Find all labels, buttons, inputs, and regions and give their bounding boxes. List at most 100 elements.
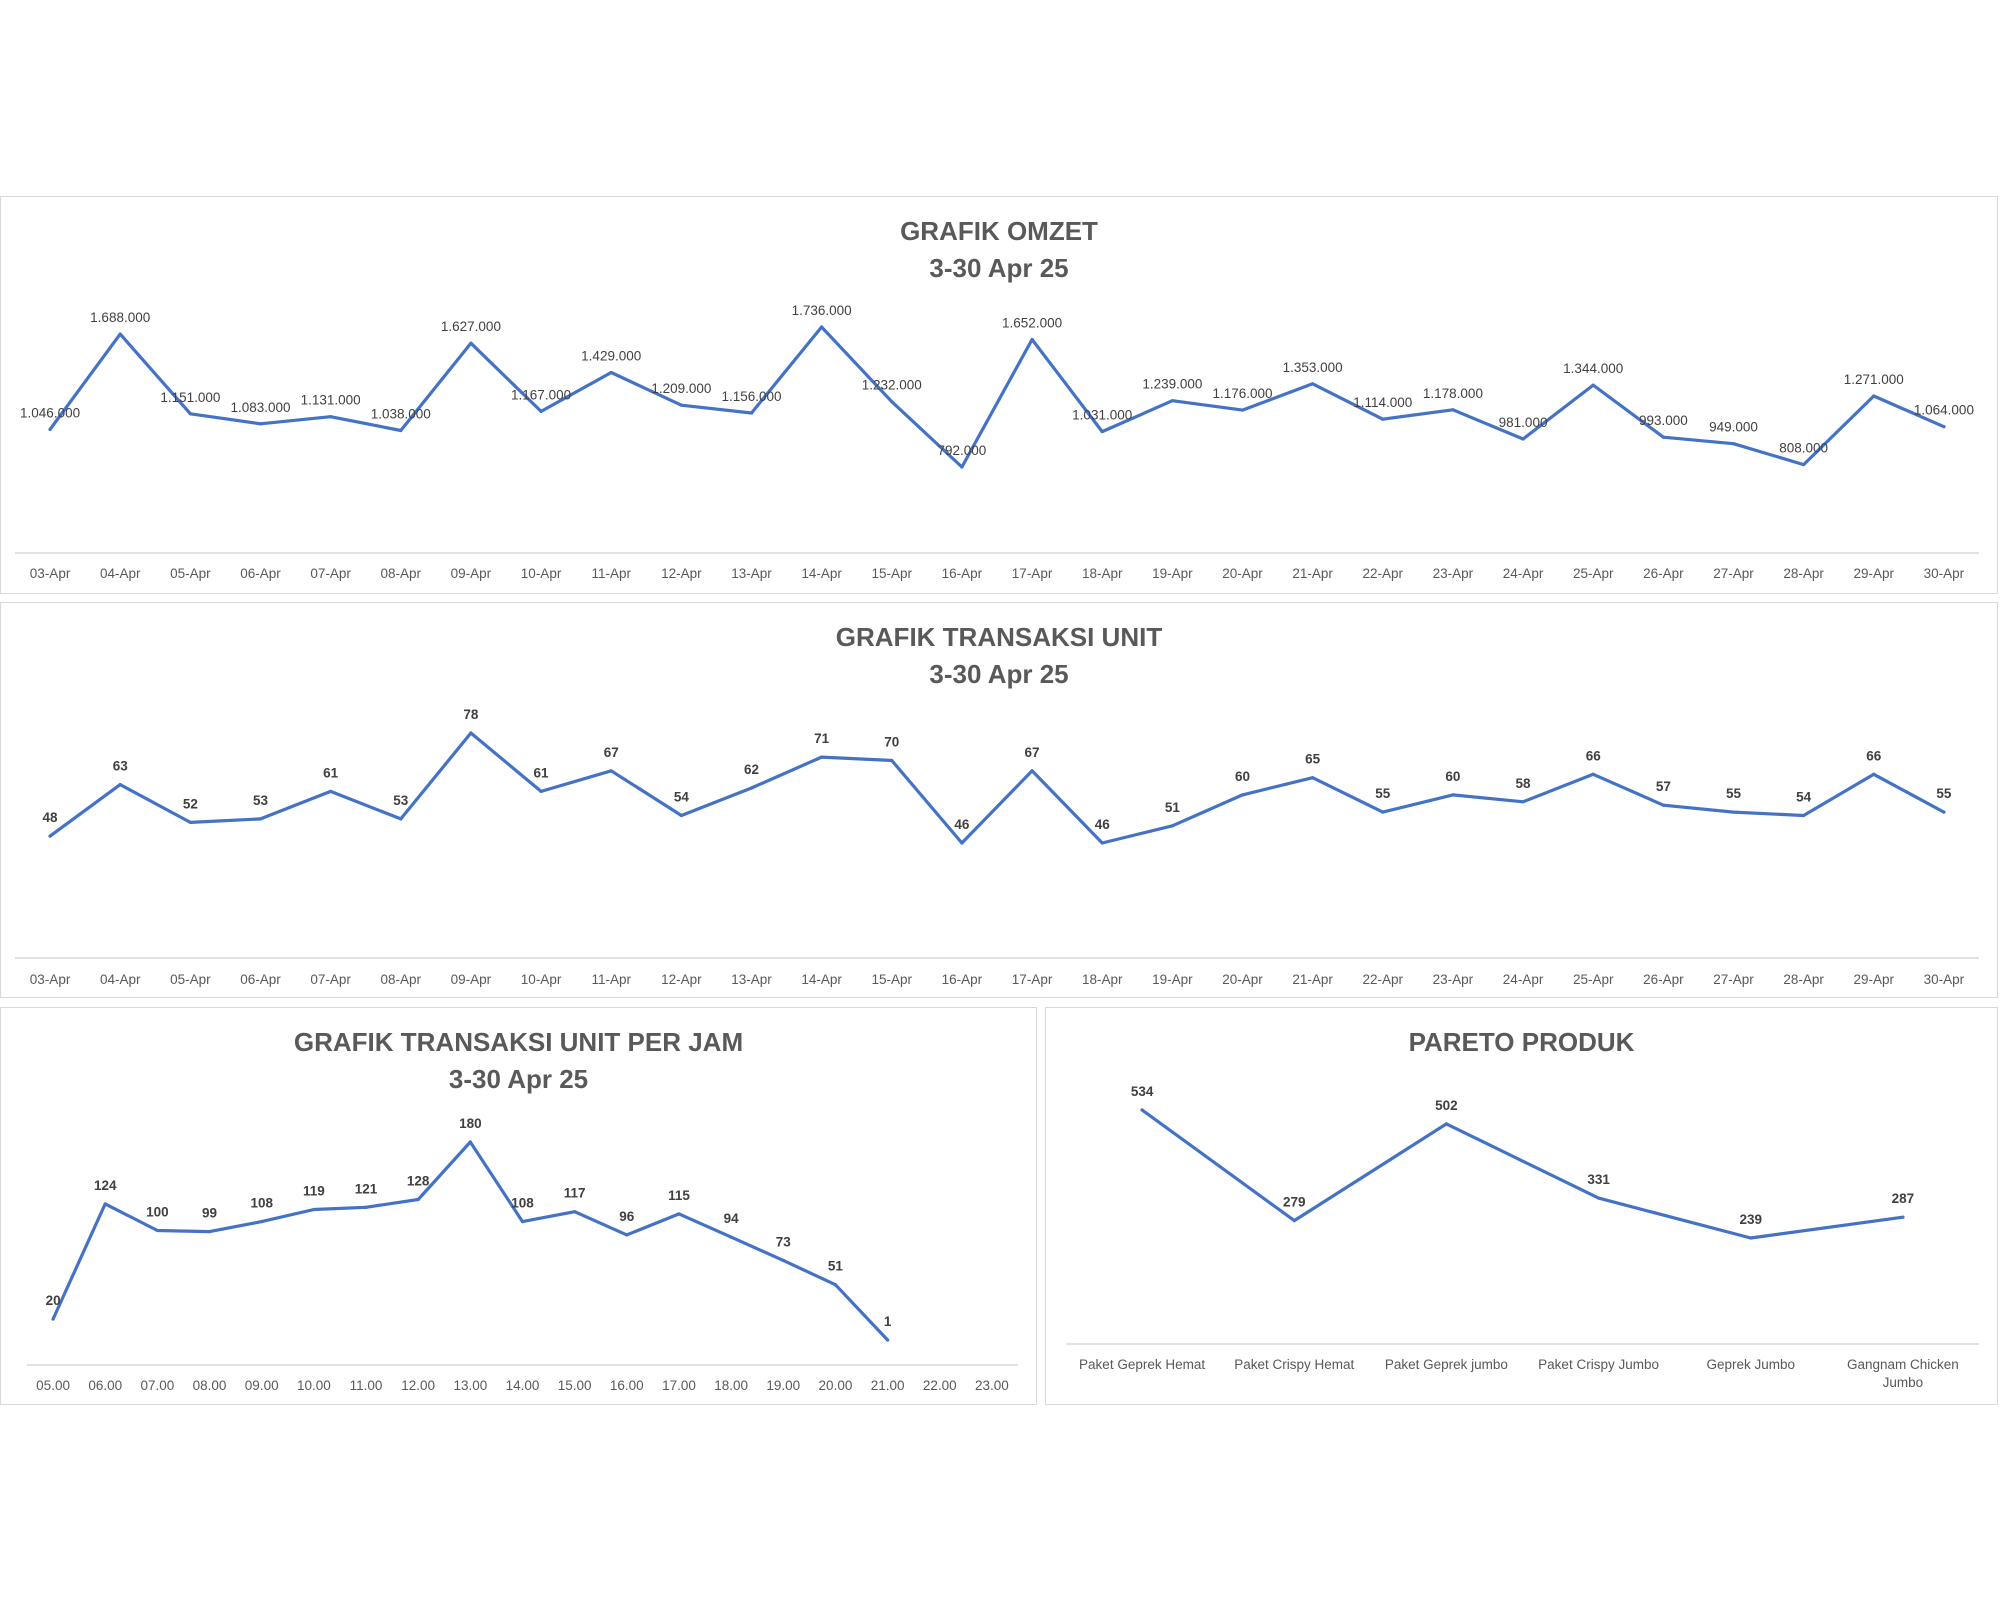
data-label: 1.736.000	[792, 303, 852, 318]
x-tick-label: 25-Apr	[1573, 566, 1614, 581]
data-label: 128	[407, 1174, 430, 1189]
x-tick-label: 21.00	[871, 1378, 905, 1393]
data-label: 46	[954, 817, 970, 832]
x-tick-label: 28-Apr	[1783, 972, 1824, 987]
x-tick-label: 14.00	[506, 1378, 540, 1393]
x-tick-label: 23-Apr	[1433, 972, 1474, 987]
data-point	[1661, 435, 1665, 439]
data-point	[1802, 813, 1806, 818]
data-point	[1749, 1236, 1753, 1240]
x-tick-label: 09-Apr	[451, 972, 492, 987]
data-label: 1	[884, 1314, 892, 1329]
data-point	[1030, 337, 1034, 342]
jam-chart-panel: GRAFIK TRANSAKSI UNIT PER JAM 3-30 Apr 2…	[0, 1007, 1037, 1405]
x-tick-label: 05-Apr	[170, 566, 211, 581]
series-line	[48, 731, 1946, 845]
x-tick-label: 25-Apr	[1573, 972, 1614, 987]
data-point	[399, 428, 403, 433]
x-tick-label: 16.00	[610, 1378, 644, 1393]
x-tick-label: Paket Crispy Jumbo	[1538, 1357, 1659, 1372]
data-point	[1444, 1122, 1449, 1126]
x-tick-label: 20-Apr	[1222, 972, 1263, 987]
data-label: 502	[1435, 1098, 1458, 1113]
data-point	[103, 1202, 107, 1206]
x-tick-label: 27-Apr	[1713, 566, 1754, 581]
x-tick-label: 07-Apr	[310, 972, 351, 987]
x-tick-label: 18.00	[714, 1378, 748, 1393]
data-point	[539, 409, 543, 413]
data-point	[188, 820, 192, 824]
x-tick-label: 20.00	[819, 1378, 853, 1393]
data-point	[1731, 810, 1736, 814]
data-label: 534	[1131, 1084, 1154, 1099]
x-tick-label: 09-Apr	[451, 566, 492, 581]
data-label: 58	[1516, 776, 1532, 791]
x-tick-label: 11-Apr	[591, 972, 631, 987]
data-label: 1.232.000	[862, 378, 922, 393]
data-point	[364, 1205, 368, 1209]
data-label: 46	[1095, 817, 1111, 832]
x-tick-label: Paket Geprek Hemat	[1079, 1357, 1205, 1372]
x-tick-label: 30-Apr	[1924, 566, 1965, 581]
data-label: 1.167.000	[511, 387, 571, 402]
x-tick-label: 17.00	[662, 1378, 696, 1393]
data-label: 55	[1726, 786, 1742, 801]
data-label: 63	[113, 759, 129, 774]
data-point	[520, 1220, 525, 1224]
data-label: 121	[355, 1181, 378, 1196]
x-tick-label: 06-Apr	[240, 972, 281, 987]
omzet-line-chart: 03-Apr 04-Apr 05-Apr 06-Apr 07-Apr 08-Apr 09-A…	[15, 303, 1979, 581]
data-point	[729, 1235, 733, 1239]
unit-chart-title: GRAFIK TRANSAKSI UNIT 3-30 Apr 25	[1, 619, 1997, 693]
data-label: 331	[1587, 1172, 1610, 1187]
data-point	[960, 465, 964, 469]
data-label: 117	[564, 1186, 586, 1201]
data-point	[677, 1212, 681, 1216]
data-point	[609, 370, 613, 375]
data-label: 96	[619, 1209, 635, 1224]
x-tick-label: Geprek Jumbo	[1706, 1357, 1795, 1372]
data-point	[155, 1228, 159, 1233]
data-point	[1521, 437, 1525, 441]
data-point	[1100, 841, 1104, 845]
data-point	[833, 1283, 838, 1287]
data-point	[749, 411, 754, 415]
x-tick-label: 21-Apr	[1292, 972, 1333, 987]
data-point	[749, 786, 754, 790]
data-point	[416, 1197, 420, 1202]
x-tick-label: 22.00	[923, 1378, 957, 1393]
x-tick-label: 10.00	[297, 1378, 331, 1393]
x-tick-label: 26-Apr	[1643, 972, 1684, 987]
data-label: 993.000	[1639, 413, 1688, 428]
data-point	[1661, 803, 1665, 807]
data-point	[1030, 769, 1034, 773]
data-label: 1.031.000	[1072, 408, 1132, 423]
x-tick-label: 24-Apr	[1503, 566, 1544, 581]
x-tick-label: 10-Apr	[521, 972, 562, 987]
data-point	[329, 789, 333, 794]
data-label: 115	[668, 1188, 690, 1203]
x-tick-label: Gangnam Chicken Jumbo	[1847, 1357, 1959, 1390]
x-tick-label: 09.00	[245, 1378, 279, 1393]
data-point	[258, 422, 263, 426]
data-label: 66	[1866, 748, 1882, 763]
jam-subtitle: 3-30 Apr 25	[448, 1064, 589, 1094]
data-label: 981.000	[1499, 415, 1548, 430]
x-tick-label: 15-Apr	[872, 972, 913, 987]
x-tick-label: 17-Apr	[1012, 972, 1053, 987]
x-tick-label: 04-Apr	[100, 972, 141, 987]
data-label: 1.064.000	[1914, 403, 1974, 418]
data-label: 70	[884, 735, 899, 750]
data-point	[820, 325, 824, 329]
data-label: 119	[303, 1183, 325, 1198]
data-point	[1451, 793, 1455, 797]
data-label: 239	[1739, 1212, 1762, 1227]
x-tick-label: 16-Apr	[942, 972, 983, 987]
data-label: 67	[604, 745, 619, 760]
data-point	[1140, 1108, 1144, 1112]
data-point	[1292, 1219, 1296, 1223]
x-tick-label: 17-Apr	[1012, 566, 1053, 581]
pareto-title: PARETO PRODUK	[1408, 1027, 1635, 1057]
data-point	[1311, 382, 1315, 386]
data-label: 53	[253, 793, 269, 808]
